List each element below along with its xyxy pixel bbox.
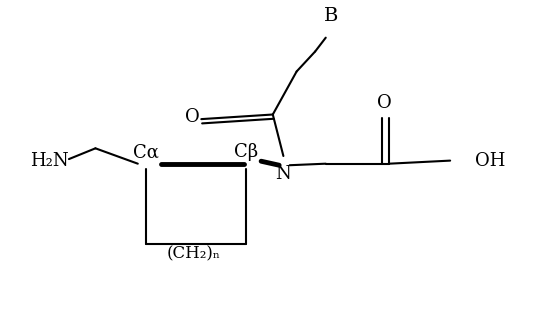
Text: O: O bbox=[377, 94, 392, 112]
Text: OH: OH bbox=[475, 152, 506, 170]
Text: N: N bbox=[276, 165, 291, 183]
Text: B: B bbox=[324, 7, 338, 25]
Text: (CH₂)ₙ: (CH₂)ₙ bbox=[166, 246, 220, 263]
Text: O: O bbox=[185, 108, 200, 126]
Text: H₂N: H₂N bbox=[30, 152, 68, 170]
Text: Cα: Cα bbox=[133, 143, 159, 161]
Text: Cβ: Cβ bbox=[234, 143, 258, 161]
